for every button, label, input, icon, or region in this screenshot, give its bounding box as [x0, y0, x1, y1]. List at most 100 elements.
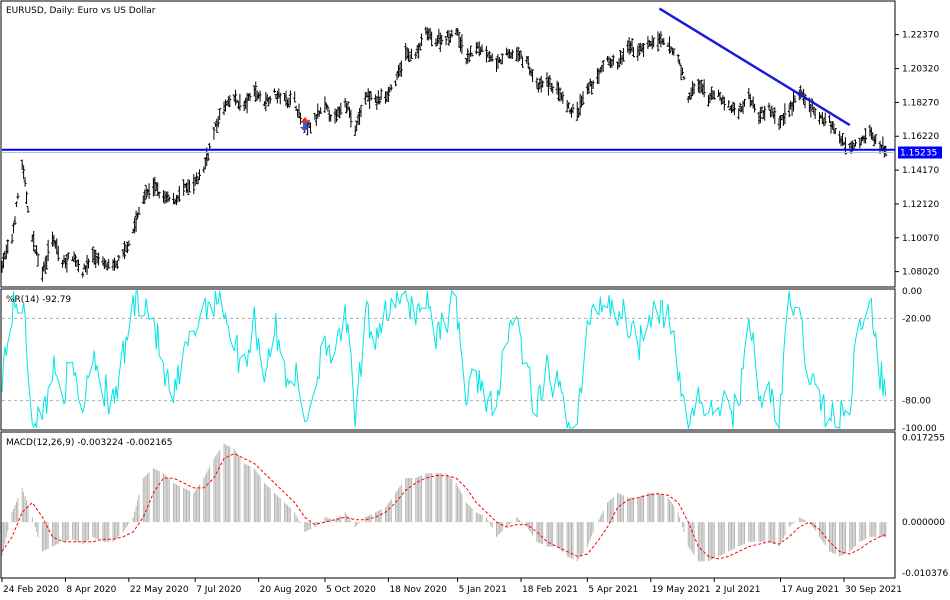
ohlc-bar	[6, 239, 10, 254]
ohlc-bar	[147, 183, 151, 199]
ohlc-bar	[878, 140, 882, 154]
date-tick-label: 30 Sep 2021	[845, 585, 902, 595]
date-tick-label: 22 May 2020	[130, 585, 189, 595]
ohlc-bar	[469, 45, 473, 57]
ohlc-bar	[74, 254, 78, 267]
ohlc-bar	[125, 241, 129, 254]
ohlc-bar	[343, 97, 347, 108]
ohlc-bar	[268, 95, 272, 104]
price-tick-label: 1.22370	[902, 31, 939, 41]
ohlc-bar	[326, 105, 330, 112]
williams-r-tick-label: -80.00	[902, 397, 931, 407]
ohlc-bar	[646, 36, 650, 49]
ohlc-bar	[186, 179, 190, 196]
ohlc-bar	[466, 48, 470, 64]
ohlc-bar	[601, 60, 605, 72]
ohlc-bar	[621, 47, 625, 62]
ohlc-bar	[699, 79, 703, 93]
ohlc-bar	[177, 185, 181, 203]
ohlc-bar	[287, 97, 291, 108]
ohlc-bar	[278, 92, 282, 105]
ohlc-bar	[418, 42, 422, 51]
ohlc-bar	[450, 29, 454, 38]
ohlc-bar	[722, 96, 726, 111]
macd-label: MACD(12,26,9) -0.003224 -0.002165	[6, 438, 172, 448]
ohlc-bar	[823, 112, 827, 125]
ohlc-bar	[520, 56, 524, 68]
ohlc-bar	[20, 159, 24, 171]
ohlc-bar	[470, 52, 474, 57]
ohlc-bar	[598, 67, 602, 73]
ohlc-bar	[254, 81, 258, 102]
ohlc-bar	[440, 34, 444, 45]
ohlc-bar	[16, 193, 20, 200]
ohlc-bar	[117, 254, 121, 262]
price-pane-frame	[0, 0, 896, 288]
ohlc-bar	[212, 126, 216, 140]
ohlc-bar	[760, 106, 764, 114]
descending-trend-line[interactable]	[658, 7, 851, 127]
date-tick-label: 24 Feb 2020	[3, 585, 59, 595]
ohlc-bar	[526, 55, 530, 69]
ohlc-bar	[457, 31, 461, 48]
ohlc-bar	[681, 67, 685, 76]
ohlc-bar	[136, 212, 140, 219]
ohlc-bar	[799, 85, 803, 100]
ohlc-bar	[157, 191, 161, 199]
ohlc-bar	[10, 233, 14, 244]
ohlc-bar	[22, 165, 26, 180]
ohlc-bar	[487, 51, 491, 63]
ohlc-bar	[712, 90, 716, 100]
ohlc-bar	[822, 117, 826, 127]
ohlc-bar	[293, 91, 297, 103]
ohlc-bar	[587, 82, 591, 94]
williams-r-pane-frame	[0, 288, 896, 431]
ohlc-bar	[718, 92, 722, 102]
ohlc-bar	[803, 93, 807, 109]
ohlc-bar	[619, 50, 623, 64]
ohlc-bar	[732, 102, 736, 116]
ohlc-bar	[692, 83, 696, 95]
price-tick-label: 1.20320	[902, 65, 939, 75]
ohlc-bar	[319, 107, 323, 114]
ohlc-bar	[631, 47, 635, 58]
ohlc-bar	[208, 142, 212, 149]
ohlc-bar	[763, 105, 767, 121]
ohlc-bar	[531, 69, 535, 83]
ohlc-bar	[678, 59, 682, 65]
ohlc-bar	[337, 106, 341, 119]
ohlc-bar	[813, 108, 817, 119]
ohlc-bar	[551, 85, 555, 94]
ohlc-bar	[510, 49, 514, 59]
ohlc-bar	[409, 48, 413, 59]
price-tick-label: 1.14170	[902, 166, 939, 176]
ohlc-bar	[56, 245, 60, 262]
ohlc-bar	[637, 43, 641, 56]
macd-histogram	[1, 443, 887, 562]
ohlc-bar	[215, 118, 219, 134]
williams-r-tick-label: -100.00	[902, 424, 937, 434]
macd-axis-ticks: 0.017255 0.000000 -0.010376	[902, 434, 948, 579]
ohlc-bar	[182, 179, 186, 196]
ohlc-bar	[94, 249, 98, 269]
ohlc-bar	[87, 258, 91, 269]
ohlc-bar	[812, 106, 816, 114]
ohlc-bar	[656, 31, 660, 52]
ohlc-bar	[105, 263, 109, 271]
ohlc-bar	[843, 137, 847, 155]
ohlc-bar	[3, 250, 7, 260]
ohlc-bar	[192, 174, 196, 195]
ohlc-bar	[672, 48, 676, 56]
ohlc-bar	[329, 114, 333, 122]
ohlc-bar	[642, 42, 646, 57]
ohlc-bar	[787, 104, 791, 118]
date-tick-label: 2 Jul 2021	[715, 585, 760, 595]
ohlc-bar	[444, 36, 448, 46]
ohlc-bar	[379, 88, 383, 100]
date-tick-label: 17 Aug 2021	[782, 585, 840, 595]
date-tick-label: 20 Aug 2020	[260, 585, 318, 595]
ohlc-bar	[166, 191, 170, 203]
ohlc-bar	[137, 206, 141, 215]
price-tick-label: 1.16220	[902, 132, 939, 142]
